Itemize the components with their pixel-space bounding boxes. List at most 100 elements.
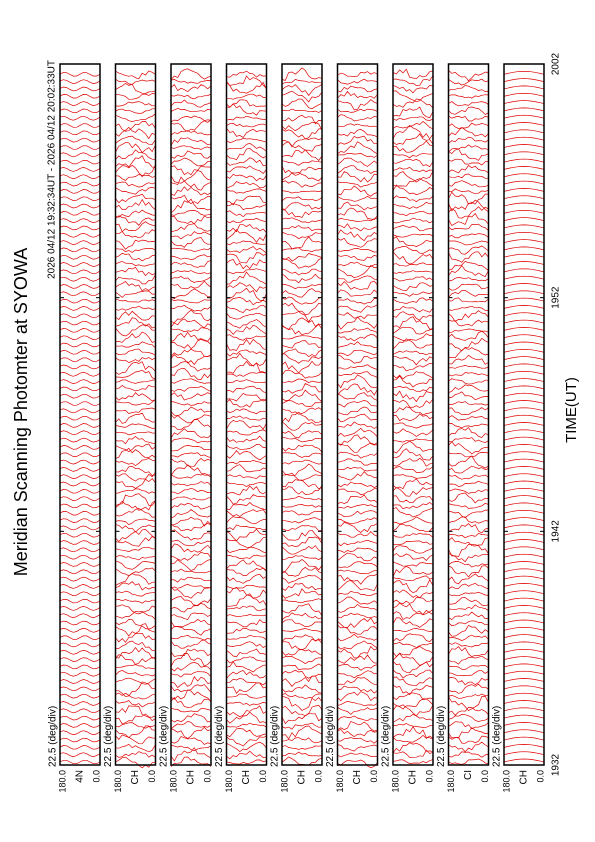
trace bbox=[337, 327, 378, 334]
trace bbox=[59, 181, 101, 187]
trace bbox=[115, 524, 156, 533]
trace bbox=[226, 705, 267, 718]
trace bbox=[337, 664, 378, 671]
trace bbox=[281, 628, 323, 633]
trace bbox=[59, 481, 101, 487]
trace bbox=[281, 495, 323, 501]
trace bbox=[170, 378, 211, 384]
y-tick-label: 180.0 bbox=[335, 770, 345, 793]
trace bbox=[59, 496, 101, 501]
trace bbox=[392, 545, 434, 554]
panel-frame bbox=[114, 63, 157, 766]
trace bbox=[503, 495, 545, 499]
trace bbox=[226, 485, 267, 496]
trace bbox=[115, 82, 156, 94]
trace bbox=[115, 725, 156, 739]
trace bbox=[392, 669, 434, 679]
trace bbox=[115, 590, 156, 597]
trace bbox=[337, 349, 378, 357]
trace bbox=[392, 413, 434, 422]
trace bbox=[115, 431, 156, 436]
traces bbox=[392, 68, 434, 765]
trace bbox=[503, 129, 545, 134]
trace bbox=[448, 552, 489, 563]
trace bbox=[281, 400, 323, 407]
trace bbox=[226, 656, 267, 664]
trace bbox=[226, 385, 267, 394]
trace bbox=[281, 566, 323, 577]
trace bbox=[448, 126, 489, 138]
trace bbox=[503, 597, 545, 602]
trace bbox=[170, 348, 212, 357]
trace bbox=[115, 281, 156, 292]
trace bbox=[170, 368, 212, 380]
trace bbox=[59, 152, 101, 158]
trace bbox=[115, 266, 156, 277]
trace bbox=[337, 90, 378, 99]
y-tick-label: 180.0 bbox=[57, 770, 67, 793]
trace bbox=[448, 441, 489, 455]
trace bbox=[226, 147, 267, 161]
trace bbox=[281, 582, 323, 591]
trace bbox=[170, 707, 212, 713]
trace bbox=[392, 516, 434, 525]
trace bbox=[59, 518, 101, 523]
trace bbox=[448, 735, 489, 744]
trace bbox=[170, 68, 212, 80]
trace bbox=[503, 246, 545, 251]
y-tick-label: 0.0 bbox=[535, 770, 545, 783]
trace bbox=[59, 232, 101, 238]
trace bbox=[392, 398, 434, 408]
trace bbox=[59, 430, 101, 436]
trace bbox=[448, 148, 489, 161]
trace bbox=[226, 271, 267, 285]
trace bbox=[115, 458, 156, 467]
trace bbox=[392, 166, 434, 173]
trace bbox=[448, 233, 489, 239]
y-tick-label: 0.0 bbox=[202, 770, 212, 783]
trace bbox=[281, 430, 323, 439]
trace bbox=[503, 385, 545, 390]
trace bbox=[226, 338, 267, 351]
trace bbox=[503, 290, 545, 295]
trace bbox=[115, 488, 156, 494]
trace bbox=[170, 145, 212, 150]
trace bbox=[115, 305, 156, 311]
trace bbox=[115, 500, 156, 511]
y-tick-label: 0.0 bbox=[147, 770, 157, 783]
trace bbox=[281, 209, 323, 218]
trace bbox=[448, 265, 489, 278]
trace bbox=[281, 79, 323, 85]
trace bbox=[226, 195, 267, 206]
trace bbox=[392, 523, 434, 533]
trace bbox=[392, 98, 434, 109]
trace bbox=[503, 100, 545, 104]
trace bbox=[503, 612, 545, 617]
trace bbox=[59, 620, 101, 626]
trace bbox=[503, 509, 545, 514]
trace bbox=[115, 407, 156, 414]
trace bbox=[170, 186, 212, 196]
trace bbox=[392, 178, 434, 187]
trace bbox=[226, 750, 267, 760]
trace bbox=[503, 312, 545, 317]
trace bbox=[337, 254, 378, 261]
trace bbox=[170, 586, 212, 599]
trace bbox=[448, 695, 489, 712]
trace bbox=[503, 107, 545, 112]
trace bbox=[448, 611, 489, 621]
trace bbox=[503, 151, 545, 156]
trace bbox=[448, 354, 489, 365]
trace bbox=[170, 298, 212, 304]
trace bbox=[281, 619, 323, 628]
trace bbox=[448, 758, 489, 765]
trace bbox=[503, 700, 545, 704]
trace bbox=[503, 414, 545, 419]
trace bbox=[337, 152, 378, 158]
trace bbox=[281, 236, 323, 250]
trace bbox=[392, 270, 434, 274]
trace bbox=[448, 101, 489, 107]
trace bbox=[59, 745, 101, 750]
trace bbox=[281, 756, 323, 766]
trace bbox=[281, 273, 323, 284]
